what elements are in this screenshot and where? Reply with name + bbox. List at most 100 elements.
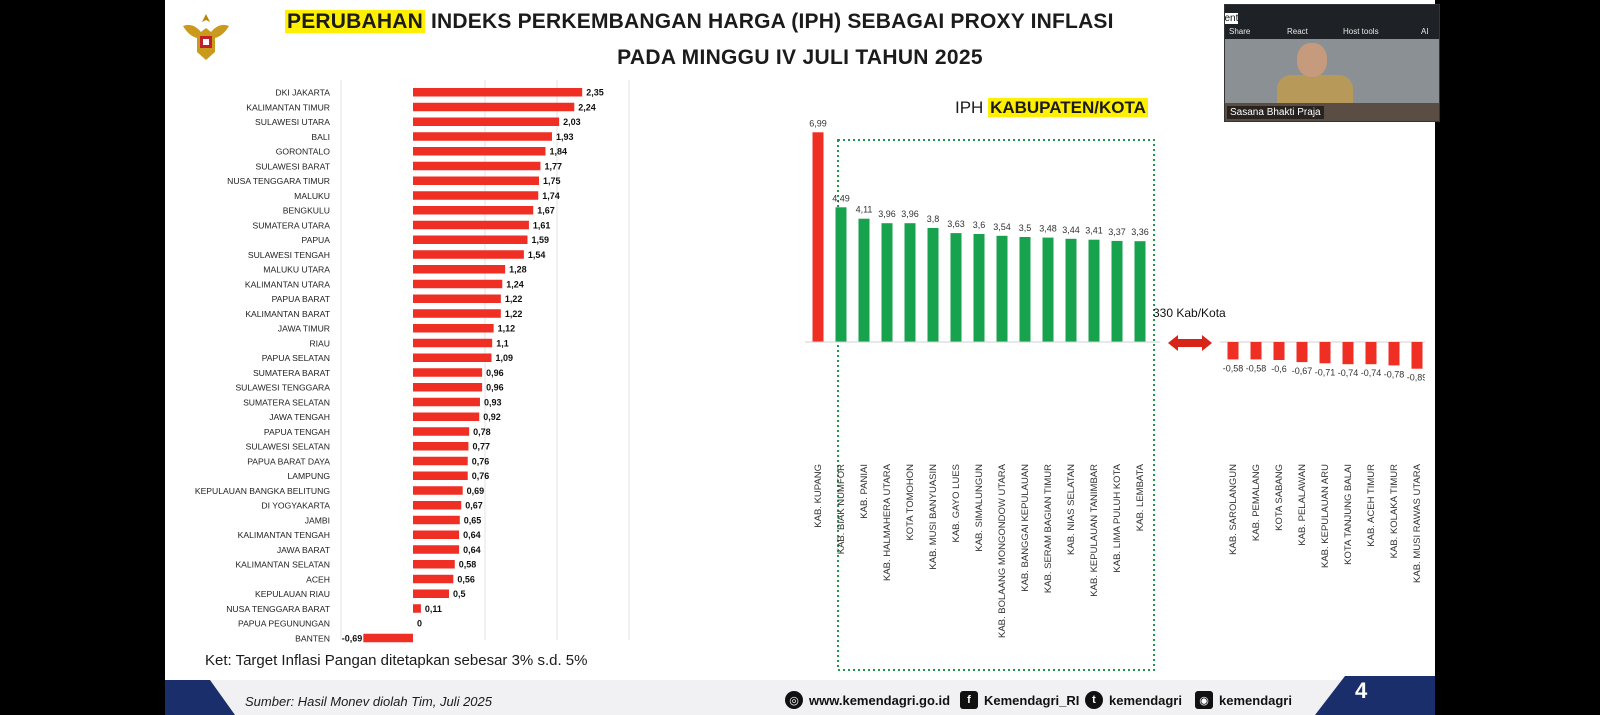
- kabupaten-top-bar: [1042, 237, 1054, 342]
- ai-button[interactable]: AI: [1421, 27, 1429, 36]
- province-bar: [413, 324, 494, 333]
- kabupaten-top-bar: [927, 228, 939, 342]
- subhead-highlight: KABUPATEN/KOTA: [988, 98, 1148, 117]
- province-label: LAMPUNG: [288, 471, 331, 481]
- twitter-label: kemendagri: [1109, 692, 1182, 708]
- province-bar: [413, 88, 583, 97]
- kabupaten-top-category-label: KAB. LEMBATA: [1135, 463, 1146, 531]
- kabupaten-bottom-value-label: -0,74: [1338, 368, 1359, 378]
- kabupaten-top-bar: [858, 218, 870, 342]
- province-value-label: 1,24: [506, 279, 524, 289]
- kabupaten-top-bar: [835, 207, 847, 342]
- footer-facebook[interactable]: f Kemendagri_RI: [960, 691, 1079, 709]
- province-bar: [413, 338, 493, 348]
- kabupaten-top-value-label: 3,8: [927, 214, 940, 224]
- kabupaten-top-category-label: KAB. MUSI BANYUASIN: [928, 464, 939, 570]
- province-value-label: 0,56: [457, 574, 475, 584]
- kabupaten-bottom-bar: [1227, 342, 1239, 360]
- province-value-label: 1,77: [544, 161, 562, 171]
- province-bar: [413, 206, 534, 215]
- province-value-label: 0,64: [463, 545, 481, 555]
- kabupaten-bottom-bar: [1365, 342, 1377, 365]
- province-bar: [413, 294, 501, 303]
- kabupaten-top-value-label: 3,5: [1019, 223, 1032, 233]
- province-value-label: 0: [417, 619, 422, 629]
- facebook-icon: f: [960, 691, 978, 709]
- province-value-label: 0,67: [465, 501, 483, 511]
- react-button[interactable]: React: [1287, 27, 1308, 36]
- province-value-label: 1,93: [556, 132, 574, 142]
- province-label: SULAWESI TENGAH: [248, 250, 330, 260]
- kabupaten-top-bar: [973, 234, 985, 342]
- province-label: RIAU: [309, 338, 330, 348]
- province-label: SULAWESI SELATAN: [246, 442, 330, 452]
- province-label: SUMATERA BARAT: [253, 368, 331, 378]
- province-label: BANTEN: [295, 633, 330, 643]
- province-value-label: 2,03: [563, 117, 581, 127]
- province-value-label: 1,67: [537, 206, 555, 216]
- province-bar: [363, 633, 413, 643]
- footer-website[interactable]: ◎ www.kemendagri.go.id: [785, 691, 950, 709]
- footer-twitter[interactable]: t kemendagri: [1085, 691, 1182, 709]
- province-bar: [413, 383, 483, 392]
- province-label: ACEH: [306, 574, 330, 584]
- kabupaten-top-bar: [904, 223, 916, 342]
- province-label: MALUKU UTARA: [263, 265, 330, 275]
- kabupaten-top-category-label: KAB. SIMALUNGUN: [974, 464, 985, 552]
- province-bar-chart: DKI JAKARTA 2,35 KALIMANTAN TIMUR 2,24 SULAW…: [195, 80, 630, 643]
- province-bar: [413, 560, 455, 569]
- kabupaten-top-value-label: 4,11: [856, 205, 873, 215]
- province-label: KALIMANTAN TENGAH: [238, 530, 330, 540]
- province-value-label: 1,54: [528, 250, 546, 260]
- top-group-highlight-box: [837, 139, 1155, 671]
- province-value-label: 1,61: [533, 220, 551, 230]
- province-bar: [413, 515, 460, 525]
- province-bar: [413, 353, 492, 362]
- province-label: PAPUA BARAT: [272, 294, 331, 304]
- province-bar: [413, 412, 480, 421]
- target-note: Ket: Target Inflasi Pangan ditetapkan se…: [205, 652, 588, 669]
- kabupaten-top-category-label: KAB. LIMA PULUH KOTA: [1112, 463, 1123, 572]
- province-value-label: 2,24: [578, 102, 596, 112]
- slide-subtitle: PADA MINGGU IV JULI TAHUN 2025: [617, 46, 983, 69]
- kabupaten-top-value-label: 3,96: [901, 209, 919, 219]
- province-value-label: 1,09: [495, 353, 513, 363]
- province-bar: [413, 368, 483, 377]
- province-bar: [413, 117, 560, 126]
- share-button[interactable]: Share: [1229, 27, 1251, 36]
- province-value-label: 0,58: [459, 560, 477, 570]
- kabupaten-top-category-label: KAB. BANGGAI KEPULAUAN: [1020, 464, 1031, 592]
- footer-right-accent: [1315, 676, 1435, 715]
- province-bar: [413, 265, 506, 274]
- province-label: SUMATERA SELATAN: [243, 397, 330, 407]
- province-bar: [413, 530, 460, 539]
- kabupaten-bottom-category-label: KOTA SABANG: [1274, 464, 1285, 531]
- province-label: GORONTALO: [276, 147, 331, 157]
- province-value-label: 1,84: [549, 147, 567, 157]
- province-label: JAMBI: [305, 515, 330, 525]
- province-value-label: 0,96: [486, 383, 504, 393]
- kabupaten-top-value-label: 3,41: [1085, 226, 1103, 236]
- province-value-label: 1,1: [496, 338, 509, 348]
- middle-count-annotation: 330 Kab/Kota: [1153, 306, 1226, 320]
- kabupaten-top-bar: [1019, 237, 1031, 342]
- province-label: SULAWESI UTARA: [255, 117, 330, 127]
- province-value-label: 0,65: [464, 515, 482, 525]
- kabupaten-top-value-label: 3,44: [1062, 225, 1080, 235]
- kabupaten-top-bar: [996, 235, 1008, 342]
- province-label: SULAWESI TENGGARA: [235, 383, 330, 393]
- kabupaten-bottom-value-label: -0,78: [1384, 369, 1405, 379]
- footer-instagram[interactable]: ◉ kemendagri: [1195, 691, 1292, 709]
- globe-icon: ◎: [785, 691, 803, 709]
- kabupaten-bottom-value-label: -0,6: [1271, 364, 1287, 374]
- province-bar: [413, 147, 546, 156]
- video-conference-tile[interactable]: Share React Host tools AI Comment Sasana…: [1224, 4, 1440, 122]
- province-label: KALIMANTAN SELATAN: [235, 560, 330, 570]
- province-label: BALI: [311, 132, 330, 142]
- province-value-label: 1,22: [505, 294, 523, 304]
- host-tools-button[interactable]: Host tools: [1343, 27, 1379, 36]
- province-value-label: 0,77: [472, 442, 490, 452]
- double-arrow-icon: [1168, 335, 1212, 351]
- slide-title: PERUBAHAN INDEKS PERKEMBANGAN HARGA (IPH…: [285, 10, 1205, 34]
- kabupaten-bottom-category-label: KAB. ACEH TIMUR: [1366, 464, 1377, 547]
